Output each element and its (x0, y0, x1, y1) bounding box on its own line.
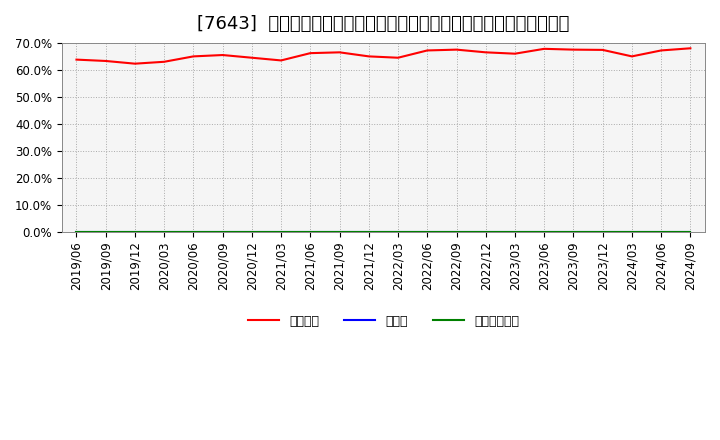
繰延税金資産 (628, 229, 636, 235)
のれん (130, 229, 139, 235)
のれん (72, 229, 81, 235)
のれん (628, 229, 636, 235)
自己資本 (102, 59, 110, 64)
繰延税金資産 (482, 229, 490, 235)
自己資本 (482, 50, 490, 55)
Line: 自己資本: 自己資本 (76, 48, 690, 64)
自己資本 (218, 52, 227, 58)
自己資本 (423, 48, 431, 53)
繰延税金資産 (336, 229, 344, 235)
自己資本 (189, 54, 198, 59)
のれん (276, 229, 285, 235)
自己資本 (452, 47, 461, 52)
繰延税金資産 (248, 229, 256, 235)
自己資本 (598, 47, 607, 52)
のれん (657, 229, 665, 235)
のれん (394, 229, 402, 235)
自己資本 (306, 51, 315, 56)
繰延税金資産 (364, 229, 373, 235)
のれん (189, 229, 198, 235)
自己資本 (248, 55, 256, 60)
自己資本 (72, 57, 81, 62)
繰延税金資産 (686, 229, 695, 235)
自己資本 (657, 48, 665, 53)
繰延税金資産 (160, 229, 168, 235)
自己資本 (336, 50, 344, 55)
繰延税金資産 (218, 229, 227, 235)
自己資本 (130, 61, 139, 66)
自己資本 (394, 55, 402, 60)
のれん (364, 229, 373, 235)
繰延税金資産 (102, 229, 110, 235)
繰延税金資産 (130, 229, 139, 235)
繰延税金資産 (189, 229, 198, 235)
繰延税金資産 (598, 229, 607, 235)
のれん (248, 229, 256, 235)
のれん (306, 229, 315, 235)
自己資本 (510, 51, 519, 56)
のれん (452, 229, 461, 235)
のれん (686, 229, 695, 235)
自己資本 (364, 54, 373, 59)
自己資本 (276, 58, 285, 63)
自己資本 (160, 59, 168, 64)
繰延税金資産 (276, 229, 285, 235)
自己資本 (686, 46, 695, 51)
繰延税金資産 (452, 229, 461, 235)
繰延税金資産 (394, 229, 402, 235)
のれん (482, 229, 490, 235)
のれん (569, 229, 577, 235)
自己資本 (569, 47, 577, 52)
繰延税金資産 (423, 229, 431, 235)
Title: [7643]  自己資本、のれん、繰延税金資産の総資産に対する比率の推移: [7643] 自己資本、のれん、繰延税金資産の総資産に対する比率の推移 (197, 15, 570, 33)
繰延税金資産 (306, 229, 315, 235)
のれん (598, 229, 607, 235)
自己資本 (540, 46, 549, 51)
繰延税金資産 (569, 229, 577, 235)
のれん (510, 229, 519, 235)
Legend: 自己資本, のれん, 繰延税金資産: 自己資本, のれん, 繰延税金資産 (243, 310, 524, 333)
のれん (218, 229, 227, 235)
繰延税金資産 (510, 229, 519, 235)
のれん (540, 229, 549, 235)
のれん (336, 229, 344, 235)
のれん (423, 229, 431, 235)
繰延税金資産 (540, 229, 549, 235)
繰延税金資産 (657, 229, 665, 235)
繰延税金資産 (72, 229, 81, 235)
のれん (102, 229, 110, 235)
のれん (160, 229, 168, 235)
自己資本 (628, 54, 636, 59)
